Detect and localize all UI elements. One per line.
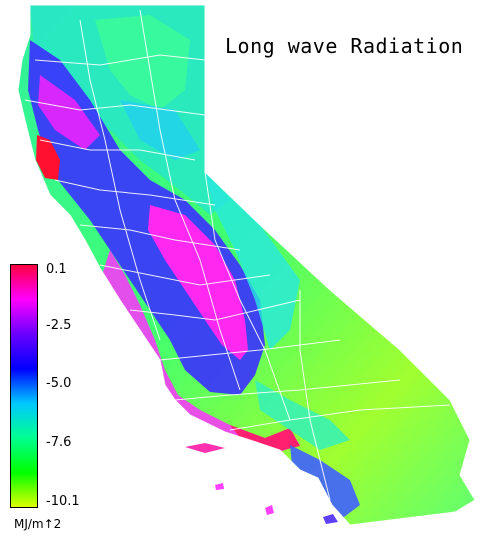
legend-tick-2: -2.5 <box>46 318 72 333</box>
legend-tick-max: 0.1 <box>46 262 67 277</box>
map-title: Long wave Radiation <box>225 34 464 58</box>
legend-tick-min: -10.1 <box>46 494 80 509</box>
channel-islands <box>185 443 338 524</box>
county-borders <box>17 4 476 526</box>
legend-tick-4: -7.6 <box>46 435 72 450</box>
legend-colorbar <box>10 264 38 508</box>
legend-tick-3: -5.0 <box>46 376 72 391</box>
legend-unit: MJ/m↑2 <box>14 517 62 531</box>
